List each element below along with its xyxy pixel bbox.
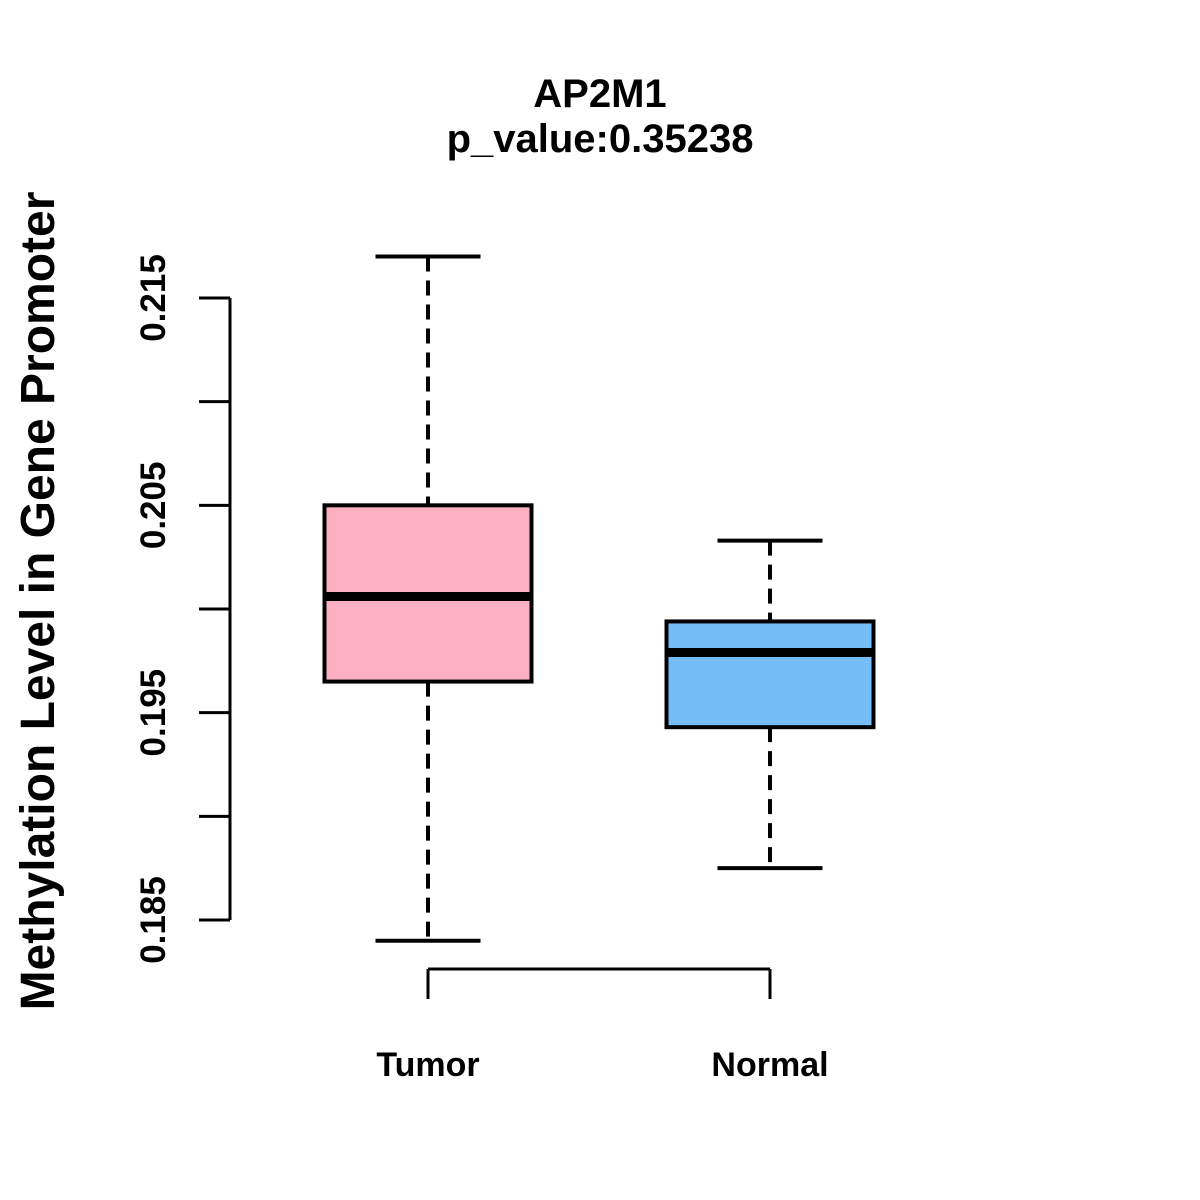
- y-tick-label: 0.215: [134, 254, 173, 342]
- y-tick-label: 0.195: [134, 669, 173, 757]
- y-tick-label: 0.205: [134, 462, 173, 550]
- category-label: Normal: [711, 1046, 828, 1084]
- boxplots: [322, 254, 876, 943]
- y-axis-label: Methylation Level in Gene Promoter: [12, 192, 65, 1011]
- x-category-labels: Tumor Normal: [376, 1046, 828, 1084]
- category-label: Tumor: [376, 1046, 479, 1084]
- chart-title: AP2M1: [533, 72, 666, 116]
- chart-subtitle: p_value:0.35238: [447, 117, 754, 161]
- tumor-boxplot: [322, 254, 534, 943]
- y-axis: 0.185 0.195 0.205 0.215: [134, 254, 232, 964]
- normal-box: [664, 619, 876, 730]
- x-axis: [426, 967, 772, 999]
- normal-boxplot: [664, 538, 876, 871]
- y-tick-label: 0.185: [134, 876, 173, 964]
